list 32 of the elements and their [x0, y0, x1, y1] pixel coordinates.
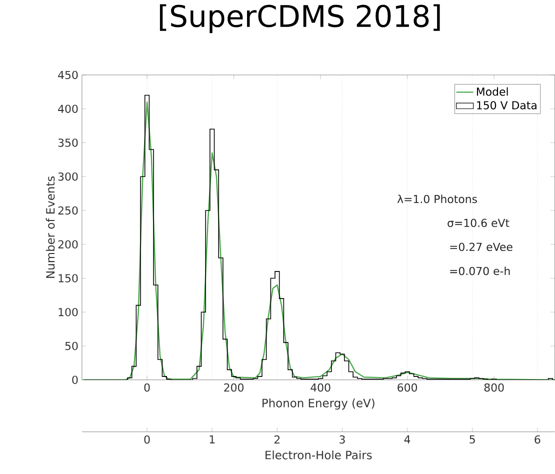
- x2-tick-label: 0: [144, 435, 150, 444]
- x2-tick-label: 4: [404, 435, 410, 444]
- x-axis-title: Phonon Energy (eV): [262, 398, 374, 410]
- annotation: λ=1.0 Photons: [397, 194, 477, 204]
- x-tick-label: 600: [398, 383, 418, 392]
- x-tick-label: 200: [224, 383, 244, 392]
- annotation: =0.27 eVee: [450, 242, 512, 252]
- y-tick-label: 400: [58, 104, 78, 114]
- chart-title: [SuperCDMS 2018]: [160, 4, 440, 34]
- x2-axis-title: Electron-Hole Pairs: [266, 450, 372, 460]
- y-tick-label: 350: [58, 138, 78, 147]
- y-tick-label: 50: [65, 342, 78, 350]
- x-tick-label: 800: [484, 383, 504, 392]
- x2-tick-label: 6: [534, 435, 540, 444]
- y-tick-label: 250: [58, 206, 78, 215]
- y-tick-label: 450: [58, 70, 78, 80]
- y-tick-label: 150: [58, 274, 78, 282]
- x2-tick-label: 5: [470, 435, 475, 444]
- x2-tick-label: 2: [274, 435, 280, 444]
- y-tick-label: 100: [58, 308, 78, 316]
- y-axis-title: Number of Events: [46, 176, 55, 278]
- annotation: σ=10.6 eVt: [448, 218, 510, 228]
- x2-tick-label: 1: [210, 435, 215, 444]
- x2-tick-label: 3: [340, 435, 345, 444]
- legend-label: Model: [476, 87, 508, 96]
- x-tick-label: 400: [310, 383, 330, 392]
- legend-label: 150 V Data: [477, 101, 536, 110]
- annotation: =0.070 e-h: [450, 266, 510, 276]
- y-tick-label: 300: [58, 172, 78, 181]
- x-tick-label: 0: [144, 383, 150, 392]
- y-tick-label: 200: [58, 240, 78, 249]
- y-tick-label: 0: [72, 376, 78, 384]
